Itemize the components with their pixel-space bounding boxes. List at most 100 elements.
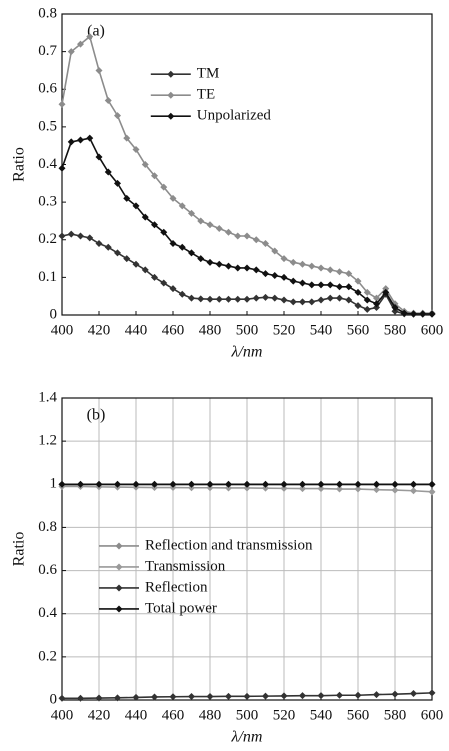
marker bbox=[336, 480, 343, 488]
marker bbox=[336, 294, 343, 302]
y-tick-label: 0.5 bbox=[38, 118, 57, 134]
marker bbox=[114, 694, 121, 702]
marker bbox=[151, 480, 158, 488]
plot-frame bbox=[61, 397, 433, 701]
marker bbox=[206, 295, 214, 303]
marker bbox=[67, 138, 75, 146]
marker bbox=[178, 243, 186, 251]
y-axis-label: Ratio bbox=[11, 532, 28, 567]
marker bbox=[67, 48, 75, 56]
legend-marker bbox=[115, 584, 123, 592]
marker bbox=[160, 228, 168, 236]
legend-label: Total power bbox=[145, 600, 217, 616]
marker bbox=[225, 295, 232, 303]
marker bbox=[280, 484, 288, 492]
marker bbox=[252, 294, 260, 302]
marker bbox=[243, 484, 251, 492]
legend-marker bbox=[115, 542, 123, 550]
marker bbox=[410, 480, 417, 488]
marker bbox=[215, 224, 223, 232]
marker bbox=[326, 281, 334, 289]
marker bbox=[299, 692, 306, 700]
marker bbox=[206, 221, 214, 229]
marker bbox=[271, 247, 279, 255]
marker bbox=[132, 260, 140, 268]
marker bbox=[188, 209, 195, 217]
marker bbox=[95, 480, 103, 488]
marker bbox=[225, 480, 232, 488]
marker bbox=[317, 485, 325, 493]
marker bbox=[410, 310, 417, 318]
legend-marker bbox=[167, 70, 175, 78]
marker bbox=[262, 692, 269, 700]
marker bbox=[197, 295, 205, 303]
marker bbox=[114, 480, 121, 488]
marker bbox=[428, 488, 436, 496]
x-tick-label: 420 bbox=[88, 707, 111, 723]
series-line bbox=[61, 137, 432, 315]
marker bbox=[317, 264, 325, 272]
marker bbox=[132, 693, 140, 701]
marker bbox=[132, 202, 140, 210]
marker bbox=[262, 270, 269, 278]
marker bbox=[373, 480, 380, 488]
marker bbox=[225, 484, 232, 492]
plot-frame bbox=[61, 13, 433, 316]
marker bbox=[104, 243, 112, 251]
marker bbox=[67, 230, 75, 238]
y-tick-label: 0 bbox=[50, 691, 58, 707]
marker bbox=[289, 298, 297, 306]
marker bbox=[234, 295, 242, 303]
y-tick-label: 1.4 bbox=[38, 389, 57, 405]
marker bbox=[280, 255, 288, 263]
marker bbox=[317, 296, 325, 304]
marker bbox=[206, 258, 214, 266]
y-tick-label: 0.2 bbox=[38, 648, 57, 664]
marker bbox=[104, 97, 112, 105]
marker bbox=[225, 692, 232, 700]
marker bbox=[95, 153, 103, 161]
marker bbox=[169, 693, 177, 701]
marker bbox=[354, 691, 362, 699]
marker bbox=[252, 236, 260, 244]
annotation: (b) bbox=[87, 407, 106, 424]
x-tick-label: 420 bbox=[88, 322, 111, 338]
marker bbox=[86, 33, 94, 41]
marker bbox=[280, 296, 288, 304]
marker bbox=[428, 310, 436, 318]
marker bbox=[243, 295, 251, 303]
x-tick-label: 500 bbox=[236, 707, 259, 723]
marker bbox=[336, 268, 343, 276]
marker bbox=[345, 270, 353, 278]
marker bbox=[86, 134, 94, 142]
marker bbox=[336, 485, 343, 493]
marker bbox=[132, 480, 140, 488]
marker bbox=[197, 217, 205, 225]
marker bbox=[280, 480, 288, 488]
marker bbox=[299, 298, 306, 306]
legend-label: TM bbox=[197, 66, 220, 82]
marker bbox=[141, 266, 149, 274]
marker bbox=[354, 288, 362, 296]
marker bbox=[123, 194, 131, 202]
marker bbox=[345, 283, 353, 291]
x-tick-label: 540 bbox=[310, 707, 333, 723]
marker bbox=[382, 285, 390, 293]
y-tick-label: 0.1 bbox=[38, 269, 57, 285]
marker bbox=[160, 183, 168, 191]
marker bbox=[95, 240, 103, 248]
legend-marker bbox=[115, 563, 123, 571]
x-tick-label: 440 bbox=[125, 322, 148, 338]
marker bbox=[86, 234, 94, 242]
marker bbox=[188, 480, 195, 488]
marker bbox=[308, 281, 316, 289]
marker bbox=[77, 480, 84, 488]
marker bbox=[354, 277, 362, 285]
marker bbox=[188, 249, 195, 257]
marker bbox=[58, 100, 66, 108]
marker bbox=[262, 484, 269, 492]
marker bbox=[160, 279, 168, 287]
x-axis-label: λ/nm bbox=[231, 344, 263, 361]
marker bbox=[428, 689, 436, 697]
